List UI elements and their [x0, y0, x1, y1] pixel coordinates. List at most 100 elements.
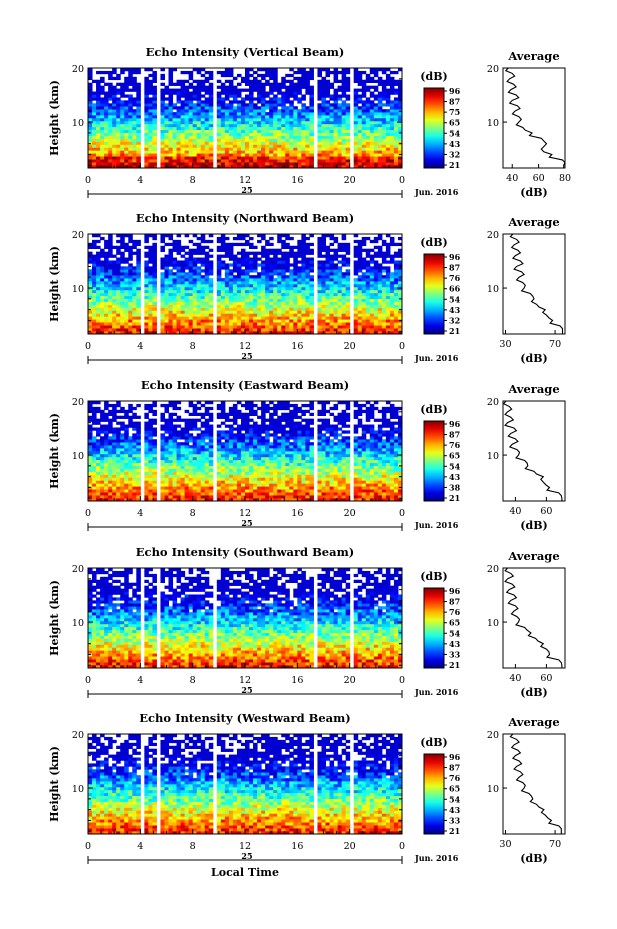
heatmap-cell	[289, 153, 294, 157]
heatmap-cell	[341, 307, 347, 311]
heatmap	[88, 234, 403, 335]
heatmap-cell	[293, 319, 298, 323]
heatmap-cell	[285, 132, 290, 136]
heatmap-cell	[236, 106, 242, 110]
heatmap-cell	[148, 483, 153, 487]
heatmap-cell	[257, 141, 262, 145]
heatmap-cell	[188, 298, 194, 302]
heatmap-cell	[144, 239, 149, 244]
heatmap-cell	[92, 313, 97, 317]
heatmap-cell	[317, 281, 322, 285]
heatmap-cell	[152, 123, 157, 128]
heatmap-cell	[164, 153, 170, 157]
heatmap-cell	[305, 147, 310, 151]
heatmap-cell	[273, 486, 278, 490]
heatmap-cell	[112, 263, 117, 267]
heatmap-cell	[321, 97, 327, 101]
heatmap-cell	[144, 331, 149, 335]
heatmap-cell	[208, 254, 214, 258]
heatmap-cell	[172, 275, 178, 279]
heatmap-cell	[168, 112, 174, 116]
heatmap-cell	[160, 153, 165, 157]
heatmap-cell	[305, 281, 310, 285]
heatmap-cell	[377, 150, 383, 154]
heatmap-cell	[261, 322, 266, 326]
heatmap-cell	[397, 115, 403, 119]
heatmap-cell	[124, 112, 129, 116]
heatmap-cell	[273, 328, 278, 332]
heatmap-cell	[104, 120, 109, 125]
heatmap-cell	[321, 328, 327, 332]
heatmap-cell	[389, 495, 395, 499]
heatmap-cell	[188, 94, 194, 98]
heatmap-cell	[269, 118, 274, 122]
heatmap-cell	[148, 156, 153, 160]
heatmap-cell	[88, 328, 93, 332]
heatmap-cell	[321, 272, 327, 276]
heatmap-cell	[100, 115, 105, 119]
heatmap-cell	[329, 266, 335, 270]
heatmap-cell	[377, 492, 383, 496]
heatmap-cell	[285, 144, 290, 148]
heatmap-cell	[277, 325, 282, 329]
heatmap-cell	[196, 82, 202, 86]
heatmap-cell	[353, 88, 359, 92]
heatmap-cell	[152, 115, 157, 119]
heatmap-cell	[148, 269, 153, 273]
heatmap-cell	[309, 85, 314, 89]
heatmap-cell	[164, 150, 170, 154]
heatmap-cell	[389, 123, 395, 128]
heatmap-cell	[377, 165, 383, 169]
heatmap-cell	[381, 242, 387, 247]
heatmap-cell	[293, 328, 298, 332]
heatmap-cell	[377, 316, 383, 320]
heatmap-cell	[116, 91, 121, 95]
heatmap-cell	[204, 162, 210, 166]
heatmap-cell	[224, 91, 230, 95]
heatmap-cell	[192, 138, 198, 142]
heatmap-cell	[361, 492, 367, 496]
heatmap-cell	[337, 97, 343, 101]
heatmap-cell	[204, 301, 210, 305]
heatmap-cell	[333, 118, 339, 122]
heatmap-cell	[168, 489, 174, 493]
heatmap-cell	[261, 260, 266, 264]
heatmap-cell	[389, 239, 395, 244]
heatmap-cell	[281, 498, 286, 502]
heatmap-cell	[297, 123, 302, 128]
heatmap-cell	[168, 492, 174, 496]
heatmap-cell	[124, 106, 129, 110]
heatmap-cell	[176, 486, 182, 490]
heatmap-cell	[168, 70, 174, 75]
heatmap-cell	[329, 112, 335, 116]
average-x-tick-label: 40	[506, 173, 518, 184]
heatmap-cell	[220, 325, 226, 329]
heatmap-cell	[269, 278, 274, 282]
heatmap-cell	[293, 498, 298, 502]
heatmap-cell	[136, 239, 141, 244]
heatmap-cell	[176, 295, 182, 299]
heatmap-cell	[329, 486, 335, 490]
heatmap-cell	[245, 260, 250, 264]
heatmap-cell	[301, 103, 306, 107]
heatmap-cell	[144, 263, 149, 267]
heatmap-cell	[333, 325, 339, 329]
x-tick-label: 4	[137, 175, 143, 186]
heatmap-cell	[337, 141, 343, 145]
heatmap-cell	[136, 123, 141, 128]
heatmap-cell	[273, 254, 278, 258]
heatmap-cell	[236, 236, 242, 241]
heatmap-cell	[269, 260, 274, 264]
heatmap-cell	[393, 82, 399, 86]
heatmap-cell	[188, 483, 194, 487]
heatmap-cell	[345, 260, 351, 264]
heatmap-cell	[100, 147, 105, 151]
heatmap-cell	[257, 328, 262, 332]
heatmap-cell	[92, 239, 97, 244]
heatmap-cell	[136, 325, 141, 329]
heatmap-cell	[112, 112, 117, 116]
heatmap-cell	[220, 292, 226, 297]
heatmap-cell	[297, 141, 302, 145]
heatmap-cell	[116, 248, 121, 252]
heatmap-cell	[361, 153, 367, 157]
